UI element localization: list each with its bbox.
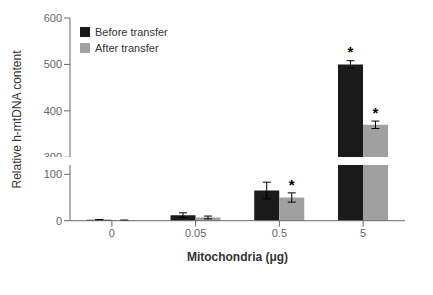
svg-text:Mitochondria (μg): Mitochondria (μg) bbox=[187, 250, 288, 264]
svg-text:400: 400 bbox=[44, 105, 62, 117]
svg-text:*: * bbox=[289, 177, 295, 194]
svg-text:*: * bbox=[373, 104, 379, 121]
html-text:Before transfer: Before transfer bbox=[95, 26, 168, 38]
svg-text:Relative h-mtDNA content: Relative h-mtDNA content bbox=[10, 50, 24, 189]
svg-text:0.05: 0.05 bbox=[185, 227, 206, 239]
svg-text:500: 500 bbox=[44, 58, 62, 70]
svg-text:600: 600 bbox=[44, 12, 62, 24]
svg-text:0: 0 bbox=[56, 215, 62, 227]
svg-text:300: 300 bbox=[44, 151, 62, 157]
svg-text:*: * bbox=[348, 43, 354, 60]
svg-text:0.5: 0.5 bbox=[272, 227, 287, 239]
svg-text:5: 5 bbox=[360, 227, 366, 239]
html-text:After transfer: After transfer bbox=[95, 42, 159, 54]
svg-text:0: 0 bbox=[109, 227, 115, 239]
svg-text:100: 100 bbox=[44, 168, 62, 180]
